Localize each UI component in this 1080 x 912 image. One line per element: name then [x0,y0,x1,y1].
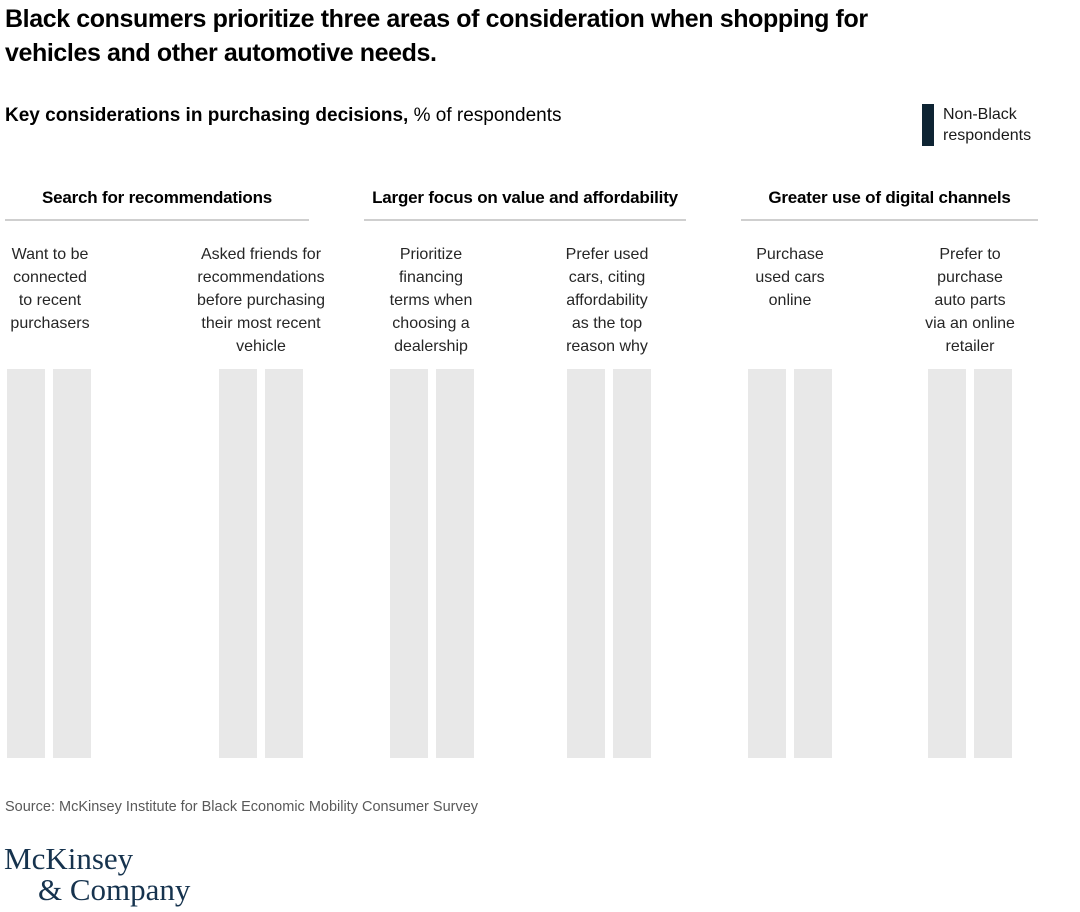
logo-line-mckinsey: McKinsey [4,841,134,876]
bar-placeholder-group5-left [748,369,786,758]
bar-placeholder-group5-right [794,369,832,758]
bar-group-label-financing-terms: Prioritize financing terms when choosing… [389,246,473,355]
bar-placeholder-group4-right [613,369,651,758]
bar-group-label-auto-parts-online: Prefer to purchase auto parts via an onl… [925,246,1015,355]
bar-group-label-prefer-used-cars: Prefer used cars, citing affordability a… [565,246,649,355]
bar-group-label-connected-purchasers: Want to be connected to recent purchaser… [10,246,90,332]
section-header-recommendations: Search for recommendations [5,188,309,221]
legend: Non-Black respondents [922,104,1031,146]
bar-placeholder-group2-left [219,369,257,758]
bar-placeholder-group3-left [390,369,428,758]
bar-placeholder-group3-right [436,369,474,758]
chart-subtitle-bold: Key considerations in purchasing decisio… [5,105,409,126]
bar-placeholder-group2-right [265,369,303,758]
chart-subtitle: Key considerations in purchasing decisio… [5,105,561,127]
bar-placeholder-group6-right [974,369,1012,758]
page-title: Black consumers prioritize three areas o… [5,5,868,67]
mckinsey-company-logo: McKinsey & Company [4,843,190,905]
source-attribution: Source: McKinsey Institute for Black Eco… [5,799,479,815]
section-header-value-affordability: Larger focus on value and affordability [364,188,686,221]
bar-placeholder-group6-left [928,369,966,758]
logo-line-company: & Company [38,872,191,907]
bar-group-label-purchase-online: Purchase used cars online [755,246,825,309]
section-header-digital-channels: Greater use of digital channels [741,188,1038,221]
bar-placeholder-group1-left [7,369,45,758]
legend-label: Non-Black respondents [943,106,1032,144]
legend-swatch-non-black [922,104,934,146]
bar-placeholder-group4-left [567,369,605,758]
bar-placeholder-group1-right [53,369,91,758]
bar-group-label-asked-friends: Asked friends for recommendations before… [196,246,326,355]
chart-subtitle-units: % of respondents [408,105,562,126]
